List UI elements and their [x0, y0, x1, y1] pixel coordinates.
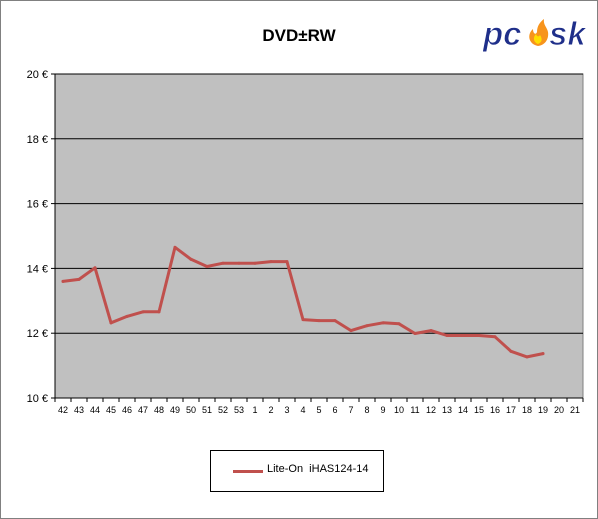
x-tick-label: 46 — [122, 405, 132, 415]
data-point — [349, 329, 353, 333]
x-tick-label: 10 — [394, 405, 404, 415]
data-point — [253, 261, 257, 265]
y-tick-label: 14 € — [27, 263, 48, 275]
data-point — [221, 261, 225, 265]
data-point — [189, 257, 193, 261]
y-tick-label: 20 € — [27, 69, 48, 81]
x-tick-label: 16 — [490, 405, 500, 415]
x-tick-label: 53 — [234, 405, 244, 415]
data-point — [205, 264, 209, 268]
x-tick-label: 18 — [522, 405, 532, 415]
y-tick-label: 10 € — [27, 393, 48, 405]
data-point — [109, 321, 113, 325]
data-point — [157, 310, 161, 314]
x-tick-label: 7 — [348, 405, 353, 415]
data-point — [237, 261, 241, 265]
x-tick-label: 50 — [186, 405, 196, 415]
data-point — [333, 319, 337, 323]
x-tick-label: 1 — [252, 405, 257, 415]
x-tick-label: 43 — [74, 405, 84, 415]
y-tick-label: 16 € — [27, 199, 48, 211]
x-tick-label: 2 — [268, 405, 273, 415]
plot-area — [54, 73, 584, 399]
x-tick-label: 11 — [410, 405, 419, 415]
x-tick-label: 3 — [284, 405, 289, 415]
data-point — [461, 333, 465, 337]
data-point — [77, 277, 81, 281]
x-tick-label: 49 — [170, 405, 180, 415]
x-tick-label: 15 — [474, 405, 484, 415]
x-tick-label: 17 — [506, 405, 516, 415]
x-tick-label: 19 — [538, 405, 548, 415]
x-tick-label: 14 — [458, 405, 468, 415]
chart-title: DVD±RW — [262, 26, 336, 45]
data-point — [317, 319, 321, 323]
data-point — [61, 279, 65, 283]
x-tick-label: 44 — [90, 405, 100, 415]
svg-text:sk: sk — [549, 15, 587, 52]
x-tick-label: 52 — [218, 405, 228, 415]
data-point — [125, 314, 129, 318]
y-tick-label: 12 € — [27, 328, 48, 340]
data-point — [509, 349, 513, 353]
svg-text:pc: pc — [483, 15, 522, 52]
data-point — [541, 352, 545, 356]
x-tick-label: 45 — [106, 405, 116, 415]
x-tick-label: 5 — [316, 405, 321, 415]
x-tick-label: 12 — [426, 405, 436, 415]
data-point — [301, 318, 305, 322]
data-point — [141, 310, 145, 314]
legend-series-swatch — [233, 470, 263, 473]
data-point — [413, 332, 417, 336]
legend: Lite-On iHAS124-14 — [210, 450, 384, 492]
x-tick-label: 47 — [138, 405, 148, 415]
x-tick-label: 6 — [332, 405, 337, 415]
data-point — [397, 322, 401, 326]
pctuning-logo: pc sk — [482, 12, 588, 54]
data-point — [173, 245, 177, 249]
data-point — [525, 355, 529, 359]
data-point — [477, 333, 481, 337]
x-tick-label: 21 — [570, 405, 580, 415]
x-tick-label: 51 — [202, 405, 212, 415]
x-tick-label: 8 — [364, 405, 369, 415]
x-tick-label: 13 — [442, 405, 452, 415]
data-point — [445, 333, 449, 337]
x-tick-label: 9 — [380, 405, 385, 415]
legend-series-label: Lite-On iHAS124-14 — [267, 463, 369, 475]
x-tick-label: 42 — [58, 405, 68, 415]
data-point — [93, 266, 97, 270]
data-point — [381, 321, 385, 325]
x-tick-label: 4 — [300, 405, 305, 415]
data-point — [493, 335, 497, 339]
data-point — [365, 324, 369, 328]
line-chart: 10 €12 €14 €16 €18 €20 €42 43 44 45 46 47 48 49… — [27, 69, 584, 415]
x-tick-label: 48 — [154, 405, 164, 415]
x-tick-label: 20 — [554, 405, 564, 415]
y-tick-label: 18 € — [27, 134, 48, 146]
data-point — [269, 260, 273, 264]
data-point — [429, 329, 433, 333]
data-point — [285, 260, 289, 264]
